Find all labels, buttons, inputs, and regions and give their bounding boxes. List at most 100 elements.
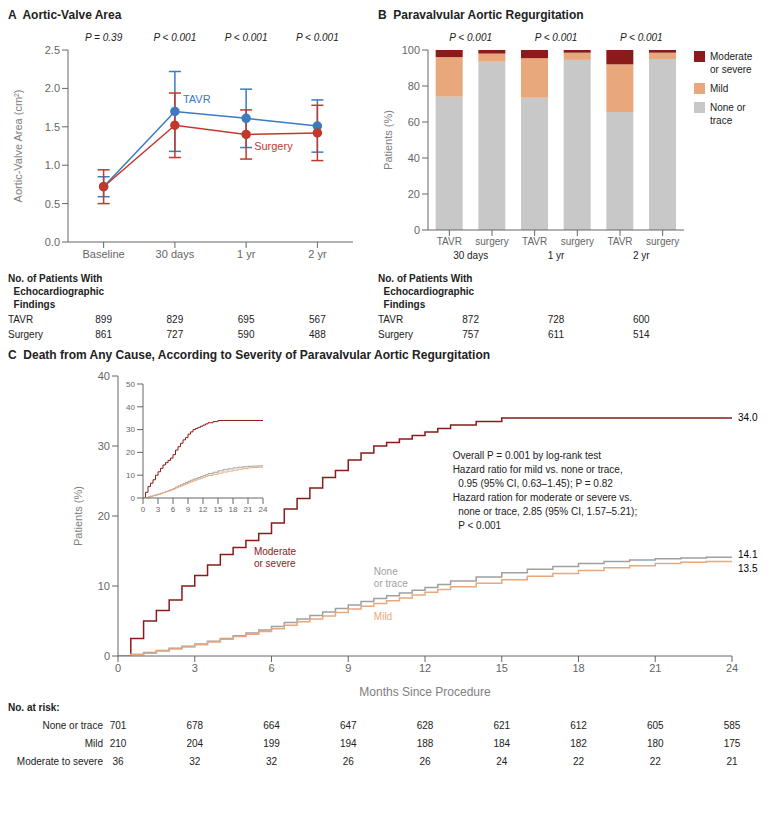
html-text:C Death from Any Cause, Accord: C Death from Any Cause, According to Sev… [8, 348, 491, 362]
html-text:829: 829 [166, 314, 184, 325]
html-text:2 yr: 2 yr [633, 250, 650, 261]
svg-text:surgery: surgery [475, 236, 508, 247]
svg-text:Mild: Mild [374, 611, 392, 622]
html-text:P < 0.001: P < 0.001 [224, 32, 268, 43]
svg-text:Baseline: Baseline [83, 248, 125, 260]
svg-text:TAVR: TAVR [183, 93, 211, 105]
svg-text:15: 15 [214, 505, 223, 514]
svg-text:14.1: 14.1 [738, 549, 758, 560]
svg-text:Noneor trace: Noneor trace [374, 566, 408, 589]
html-text:567: 567 [309, 314, 326, 325]
html-text:757: 757 [462, 329, 479, 340]
html-text:590: 590 [237, 329, 255, 340]
html-text:695: 695 [237, 314, 255, 325]
svg-text:Months Since Procedure: Months Since Procedure [359, 685, 491, 696]
svg-text:2.5: 2.5 [45, 44, 60, 56]
svg-text:30: 30 [98, 440, 110, 452]
html-text:488: 488 [309, 329, 326, 340]
svg-text:13.5: 13.5 [738, 562, 758, 573]
html-text:None or trace: None or trace [710, 102, 746, 126]
svg-text:20: 20 [98, 510, 110, 522]
html-text:872: 872 [462, 314, 479, 325]
html-text:30 days: 30 days [453, 250, 489, 261]
svg-text:10: 10 [98, 580, 110, 592]
svg-text:3: 3 [192, 662, 198, 674]
svg-text:Patients (%): Patients (%) [382, 110, 394, 170]
html-text:P < 0.001: P < 0.001 [620, 32, 663, 43]
svg-text:30 days: 30 days [156, 248, 195, 260]
svg-text:6: 6 [171, 505, 176, 514]
svg-text:0: 0 [131, 494, 136, 503]
svg-text:21: 21 [649, 662, 661, 674]
html-text:1 yr: 1 yr [547, 250, 565, 261]
svg-text:80: 80 [408, 80, 420, 92]
svg-text:100: 100 [402, 44, 420, 56]
svg-text:10: 10 [126, 471, 135, 480]
svg-text:24: 24 [259, 505, 268, 514]
svg-text:20: 20 [126, 448, 135, 457]
html-text:No. of Patients With Echocardi: No. of Patients With Echocardiographic F… [8, 273, 105, 310]
svg-text:2 yr: 2 yr [308, 248, 327, 260]
svg-text:1 yr: 1 yr [237, 248, 256, 260]
html-text:P = 0.39: P = 0.39 [85, 32, 123, 43]
svg-text:0: 0 [414, 224, 420, 236]
svg-text:40: 40 [98, 370, 110, 382]
html-text:P < 0.001: P < 0.001 [153, 32, 197, 43]
html-text:P < 0.001: P < 0.001 [534, 32, 578, 43]
svg-text:1.5: 1.5 [45, 121, 60, 133]
html-text:TAVR: TAVR [8, 314, 34, 325]
html-text:Mild: Mild [710, 83, 729, 94]
svg-text:0: 0 [141, 505, 146, 514]
svg-text:12: 12 [199, 505, 208, 514]
html-text:B Paravalvular Aortic Regurgit: B Paravalvular Aortic Regurgitation [378, 8, 584, 22]
svg-text:surgery: surgery [561, 236, 594, 247]
html-text:899: 899 [95, 314, 112, 325]
svg-text:18: 18 [572, 662, 584, 674]
html-text:Moderate or severe: Moderate or severe [710, 51, 753, 75]
html-text:P < 0.001: P < 0.001 [296, 32, 339, 43]
svg-text:6: 6 [268, 662, 274, 674]
html-text:861: 861 [95, 329, 112, 340]
html-text:600: 600 [633, 314, 650, 325]
svg-text:2.0: 2.0 [45, 82, 60, 94]
svg-text:21: 21 [244, 505, 253, 514]
svg-text:60: 60 [408, 116, 420, 128]
svg-text:TAVR: TAVR [607, 236, 632, 247]
html-text:No. of Patients With Echocardi: No. of Patients With Echocardiographic F… [378, 273, 475, 310]
svg-text:15: 15 [496, 662, 508, 674]
svg-text:9: 9 [186, 505, 191, 514]
html-text:611: 611 [548, 329, 564, 340]
svg-text:40: 40 [126, 403, 135, 412]
svg-text:1.0: 1.0 [45, 159, 60, 171]
svg-text:50: 50 [126, 380, 135, 389]
svg-text:18: 18 [229, 505, 238, 514]
svg-text:0: 0 [115, 662, 121, 674]
svg-text:Moderateor severe: Moderateor severe [254, 546, 297, 569]
svg-text:24: 24 [726, 662, 738, 674]
svg-text:Patients (%): Patients (%) [72, 486, 84, 546]
html-text:P < 0.001: P < 0.001 [449, 32, 492, 43]
svg-text:40: 40 [408, 152, 420, 164]
svg-text:TAVR: TAVR [437, 236, 462, 247]
html-text:728: 728 [547, 314, 565, 325]
svg-text:0.0: 0.0 [45, 236, 60, 248]
svg-text:0.5: 0.5 [45, 198, 60, 210]
html-text:A Aortic-Valve Area: A Aortic-Valve Area [8, 8, 122, 22]
svg-text:30: 30 [126, 425, 135, 434]
html-text:727: 727 [166, 329, 184, 340]
svg-text:0: 0 [104, 650, 110, 662]
svg-text:12: 12 [419, 662, 431, 674]
html-text:514: 514 [633, 329, 650, 340]
html-text:Surgery: Surgery [8, 329, 43, 340]
svg-text:TAVR: TAVR [522, 236, 547, 247]
svg-text:34.0: 34.0 [738, 412, 758, 423]
html-text:TAVR: TAVR [378, 314, 404, 325]
svg-text:3: 3 [156, 505, 161, 514]
html-text:Overall P = 0.001 by log-rank: Overall P = 0.001 by log-rank test Hazar… [452, 449, 638, 531]
svg-text:Aortic-Valve Area (cm²): Aortic-Valve Area (cm²) [12, 90, 24, 203]
svg-text:20: 20 [408, 188, 420, 200]
svg-text:surgery: surgery [646, 236, 679, 247]
svg-text:Surgery: Surgery [254, 140, 293, 152]
svg-text:9: 9 [345, 662, 351, 674]
html-text:Surgery: Surgery [378, 329, 413, 340]
